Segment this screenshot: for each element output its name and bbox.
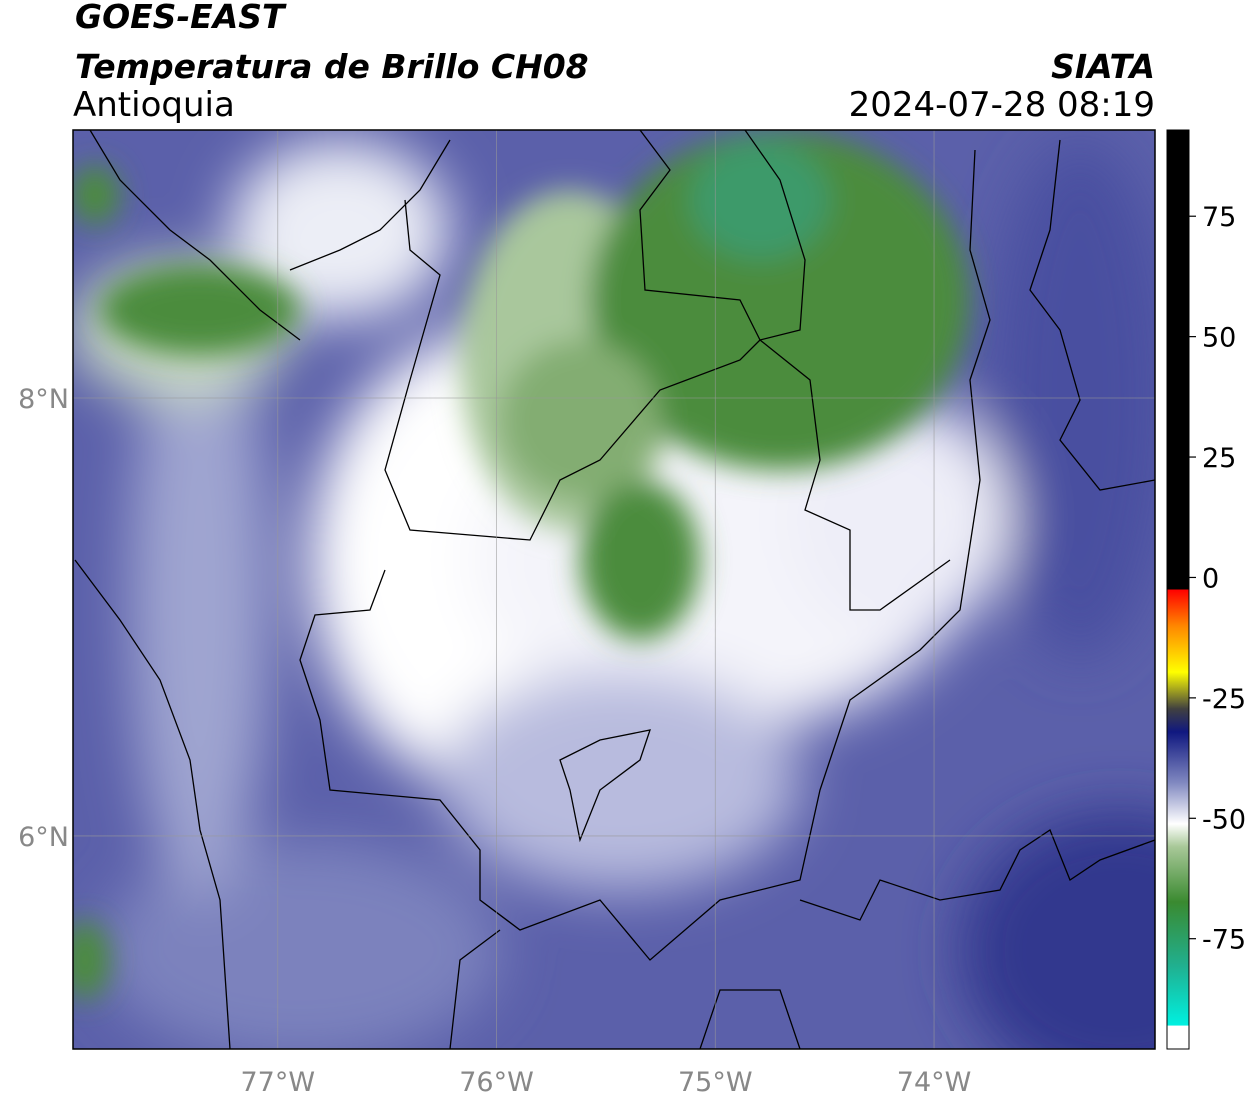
title: GOES-EAST bbox=[75, 0, 287, 36]
borders bbox=[74, 130, 1155, 1049]
lat-tick-label: 8°N bbox=[18, 384, 69, 415]
colorbar-tick-label: 0 bbox=[1202, 563, 1219, 594]
colorbar-tick-label: -50 bbox=[1202, 804, 1246, 835]
colorbar-tick-label: -25 bbox=[1202, 684, 1246, 715]
region: Antioquia bbox=[73, 85, 235, 125]
lon-tick-label: 77°W bbox=[240, 1067, 315, 1098]
colorbar bbox=[1166, 129, 1190, 1050]
lon-tick-label: 75°W bbox=[678, 1067, 753, 1098]
satellite-image bbox=[73, 130, 1155, 1049]
datetime: 2024-07-28 08:19 bbox=[849, 85, 1155, 125]
colorbar-tick-label: 50 bbox=[1202, 323, 1236, 354]
colorbar-tick-label: -75 bbox=[1202, 925, 1246, 956]
lon-tick-label: 74°W bbox=[897, 1067, 972, 1098]
source: SIATA bbox=[1051, 47, 1155, 86]
colorbar-tick-label: 75 bbox=[1202, 202, 1236, 233]
lat-tick-label: 6°N bbox=[18, 822, 69, 853]
graticule bbox=[73, 130, 1155, 1049]
subtitle: Temperatura de Brillo CH08 bbox=[75, 47, 589, 86]
map-frame bbox=[72, 129, 1156, 1050]
lon-tick-label: 76°W bbox=[459, 1067, 534, 1098]
colorbar-tick-label: 25 bbox=[1202, 443, 1236, 474]
